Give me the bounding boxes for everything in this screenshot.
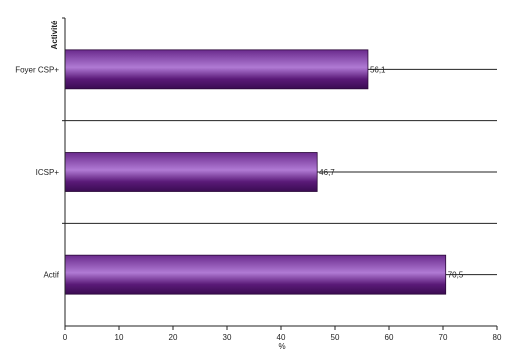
x-tick-label: 40 [277, 333, 286, 342]
x-tick-label: 10 [115, 333, 124, 342]
plot-area: 56,1 Foyer CSP+ 46,7 ICSP+ 70,5 Actif 0 10 20 30 4… [15, 17, 502, 342]
bar [64, 49, 369, 90]
bar [64, 152, 318, 192]
category-label: Actif [43, 271, 59, 280]
y-axis-title: Activité [50, 20, 59, 49]
x-tick-label: 60 [385, 333, 394, 342]
x-axis-title: % [278, 342, 285, 351]
data-label: 46,7 [319, 168, 335, 177]
x-tick-label: 30 [223, 333, 232, 342]
data-label: 70,5 [448, 271, 464, 280]
x-tick-label: 80 [493, 333, 502, 342]
category-label: Foyer CSP+ [15, 65, 59, 74]
data-label: 56,1 [370, 65, 386, 74]
x-tick-label: 50 [331, 333, 340, 342]
x-tick-label: 70 [439, 333, 448, 342]
x-tick-label: 0 [63, 333, 68, 342]
x-tick-label: 20 [169, 333, 178, 342]
bar [64, 254, 447, 295]
category-label: ICSP+ [36, 168, 60, 177]
